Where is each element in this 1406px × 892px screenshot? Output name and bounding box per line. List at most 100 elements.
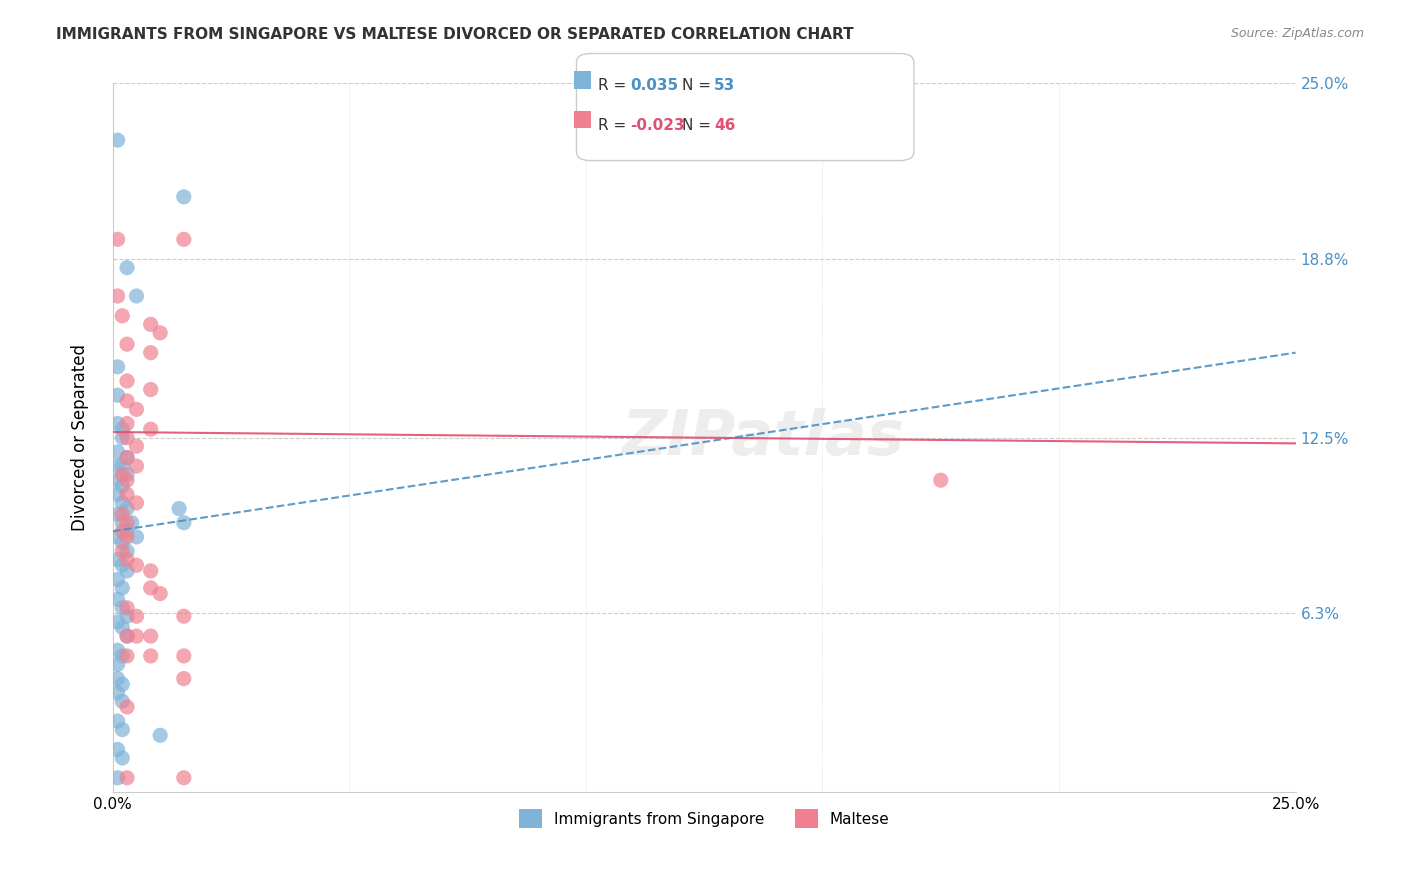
Point — [115, 473, 138, 487]
Text: 46: 46 — [714, 118, 735, 133]
Point — [173, 190, 195, 204]
Text: Source: ZipAtlas.com: Source: ZipAtlas.com — [1230, 27, 1364, 40]
Point — [111, 309, 134, 323]
Point — [107, 657, 129, 672]
Point — [107, 714, 129, 728]
Point — [115, 487, 138, 501]
Point — [107, 771, 129, 785]
Point — [107, 289, 129, 303]
Point — [929, 473, 952, 487]
Point — [115, 431, 138, 445]
Point — [111, 458, 134, 473]
Point — [149, 586, 172, 600]
Point — [111, 694, 134, 708]
Point — [115, 516, 138, 530]
Point — [125, 458, 148, 473]
Point — [111, 516, 134, 530]
Point — [125, 439, 148, 453]
Point — [115, 337, 138, 351]
Point — [107, 487, 129, 501]
Point — [111, 524, 134, 539]
Point — [173, 516, 195, 530]
Point — [115, 417, 138, 431]
Point — [125, 558, 148, 573]
Point — [115, 771, 138, 785]
Point — [125, 289, 148, 303]
Point — [115, 374, 138, 388]
Point — [125, 629, 148, 643]
Y-axis label: Divorced or Separated: Divorced or Separated — [72, 344, 89, 532]
Point — [111, 544, 134, 558]
Point — [107, 592, 129, 607]
Point — [115, 467, 138, 482]
Point — [111, 600, 134, 615]
Point — [173, 648, 195, 663]
Point — [107, 742, 129, 756]
Point — [111, 751, 134, 765]
Point — [107, 672, 129, 686]
Text: IMMIGRANTS FROM SINGAPORE VS MALTESE DIVORCED OR SEPARATED CORRELATION CHART: IMMIGRANTS FROM SINGAPORE VS MALTESE DIV… — [56, 27, 853, 42]
Point — [125, 609, 148, 624]
Point — [107, 388, 129, 402]
Point — [107, 615, 129, 629]
Point — [167, 501, 190, 516]
Point — [173, 771, 195, 785]
Point — [111, 648, 134, 663]
Point — [111, 431, 134, 445]
Text: R =: R = — [598, 78, 631, 94]
Point — [111, 723, 134, 737]
Point — [107, 359, 129, 374]
Point — [173, 232, 195, 246]
Point — [115, 609, 138, 624]
Point — [173, 672, 195, 686]
Point — [107, 552, 129, 566]
Point — [115, 629, 138, 643]
Point — [115, 393, 138, 408]
Point — [115, 629, 138, 643]
Point — [111, 558, 134, 573]
Point — [107, 573, 129, 587]
Point — [125, 496, 148, 510]
Text: N =: N = — [682, 118, 716, 133]
Point — [111, 507, 134, 521]
Point — [111, 479, 134, 493]
Point — [139, 564, 162, 578]
Point — [107, 232, 129, 246]
Point — [107, 458, 129, 473]
Point — [115, 450, 138, 465]
Point — [111, 621, 134, 635]
Point — [139, 648, 162, 663]
Point — [115, 450, 138, 465]
Text: 53: 53 — [714, 78, 735, 94]
Point — [115, 648, 138, 663]
Point — [111, 467, 134, 482]
Point — [149, 326, 172, 340]
Point — [107, 530, 129, 544]
Point — [139, 629, 162, 643]
Point — [149, 728, 172, 742]
Point — [115, 564, 138, 578]
Point — [111, 535, 134, 549]
Text: 0.035: 0.035 — [630, 78, 678, 94]
Point — [139, 383, 162, 397]
Point — [107, 473, 129, 487]
Point — [107, 643, 129, 657]
Point — [115, 501, 138, 516]
Point — [107, 507, 129, 521]
Point — [115, 552, 138, 566]
Text: N =: N = — [682, 78, 716, 94]
Point — [107, 445, 129, 459]
Text: ZIPatlas: ZIPatlas — [621, 408, 905, 467]
Point — [125, 530, 148, 544]
Point — [111, 677, 134, 691]
Text: R =: R = — [598, 118, 631, 133]
Point — [111, 581, 134, 595]
Point — [111, 496, 134, 510]
Point — [115, 260, 138, 275]
Point — [173, 609, 195, 624]
Point — [115, 544, 138, 558]
Point — [107, 133, 129, 147]
Point — [139, 581, 162, 595]
Legend: Immigrants from Singapore, Maltese: Immigrants from Singapore, Maltese — [513, 803, 896, 834]
Point — [107, 686, 129, 700]
